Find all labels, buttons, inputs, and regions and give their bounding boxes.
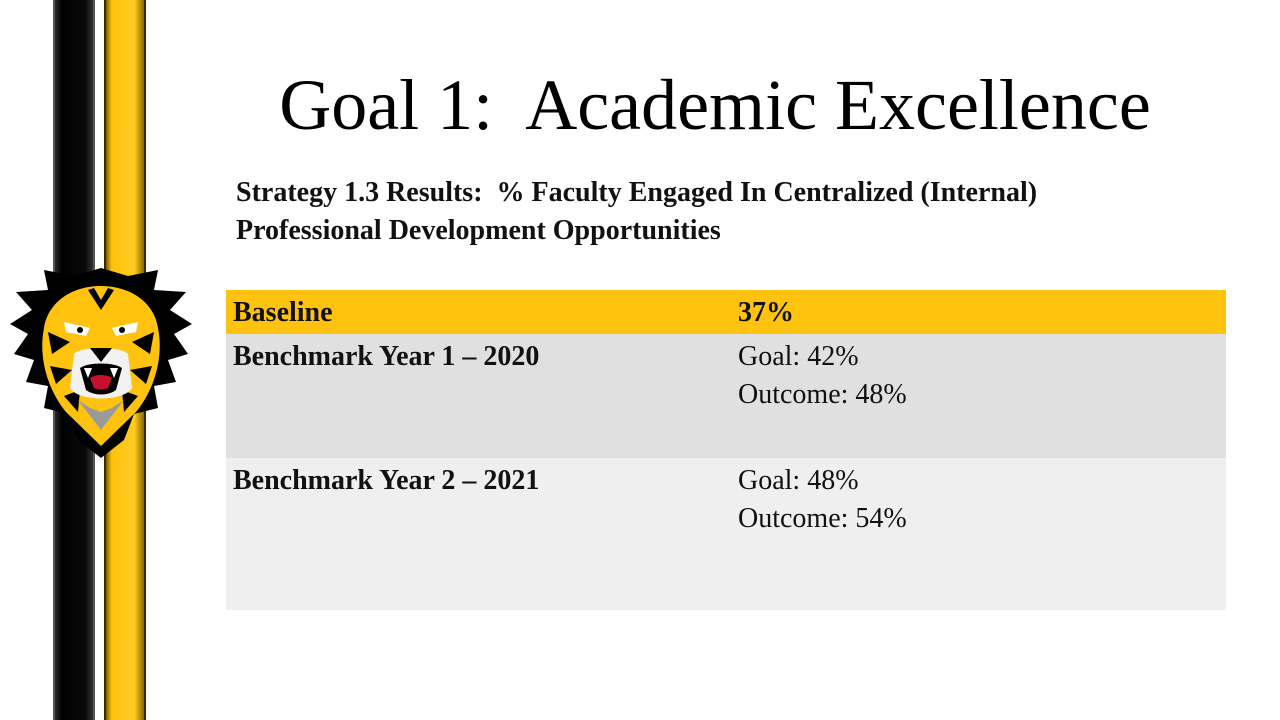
outcome-value: Outcome: 48%	[738, 379, 907, 410]
row-label: Benchmark Year 2 – 2021	[233, 465, 540, 496]
row-value: Goal: 48% Outcome: 54%	[731, 458, 1226, 610]
row-value: Goal: 42% Outcome: 48%	[731, 334, 1226, 458]
goal-value: Goal: 42%	[738, 341, 859, 372]
slide-subtitle: Strategy 1.3 Results: % Faculty Engaged …	[236, 177, 1038, 246]
row-value: 37%	[731, 290, 1226, 334]
table-row-baseline: Baseline 37%	[226, 290, 1226, 334]
baseline-value: 37%	[738, 297, 794, 328]
goal-value: Goal: 48%	[738, 465, 859, 496]
row-label: Benchmark Year 1 – 2020	[233, 341, 540, 372]
results-table: Baseline 37% Benchmark Year 1 – 2020 Goa…	[226, 290, 1226, 610]
outcome-value: Outcome: 54%	[738, 503, 907, 534]
table-row-benchmark-1: Benchmark Year 1 – 2020 Goal: 42% Outcom…	[226, 334, 1226, 458]
table-row-benchmark-2: Benchmark Year 2 – 2021 Goal: 48% Outcom…	[226, 458, 1226, 610]
row-label: Baseline	[233, 297, 333, 328]
tiger-head-icon	[10, 268, 192, 458]
slide-title: Goal 1: Academic Excellence	[279, 65, 1151, 145]
